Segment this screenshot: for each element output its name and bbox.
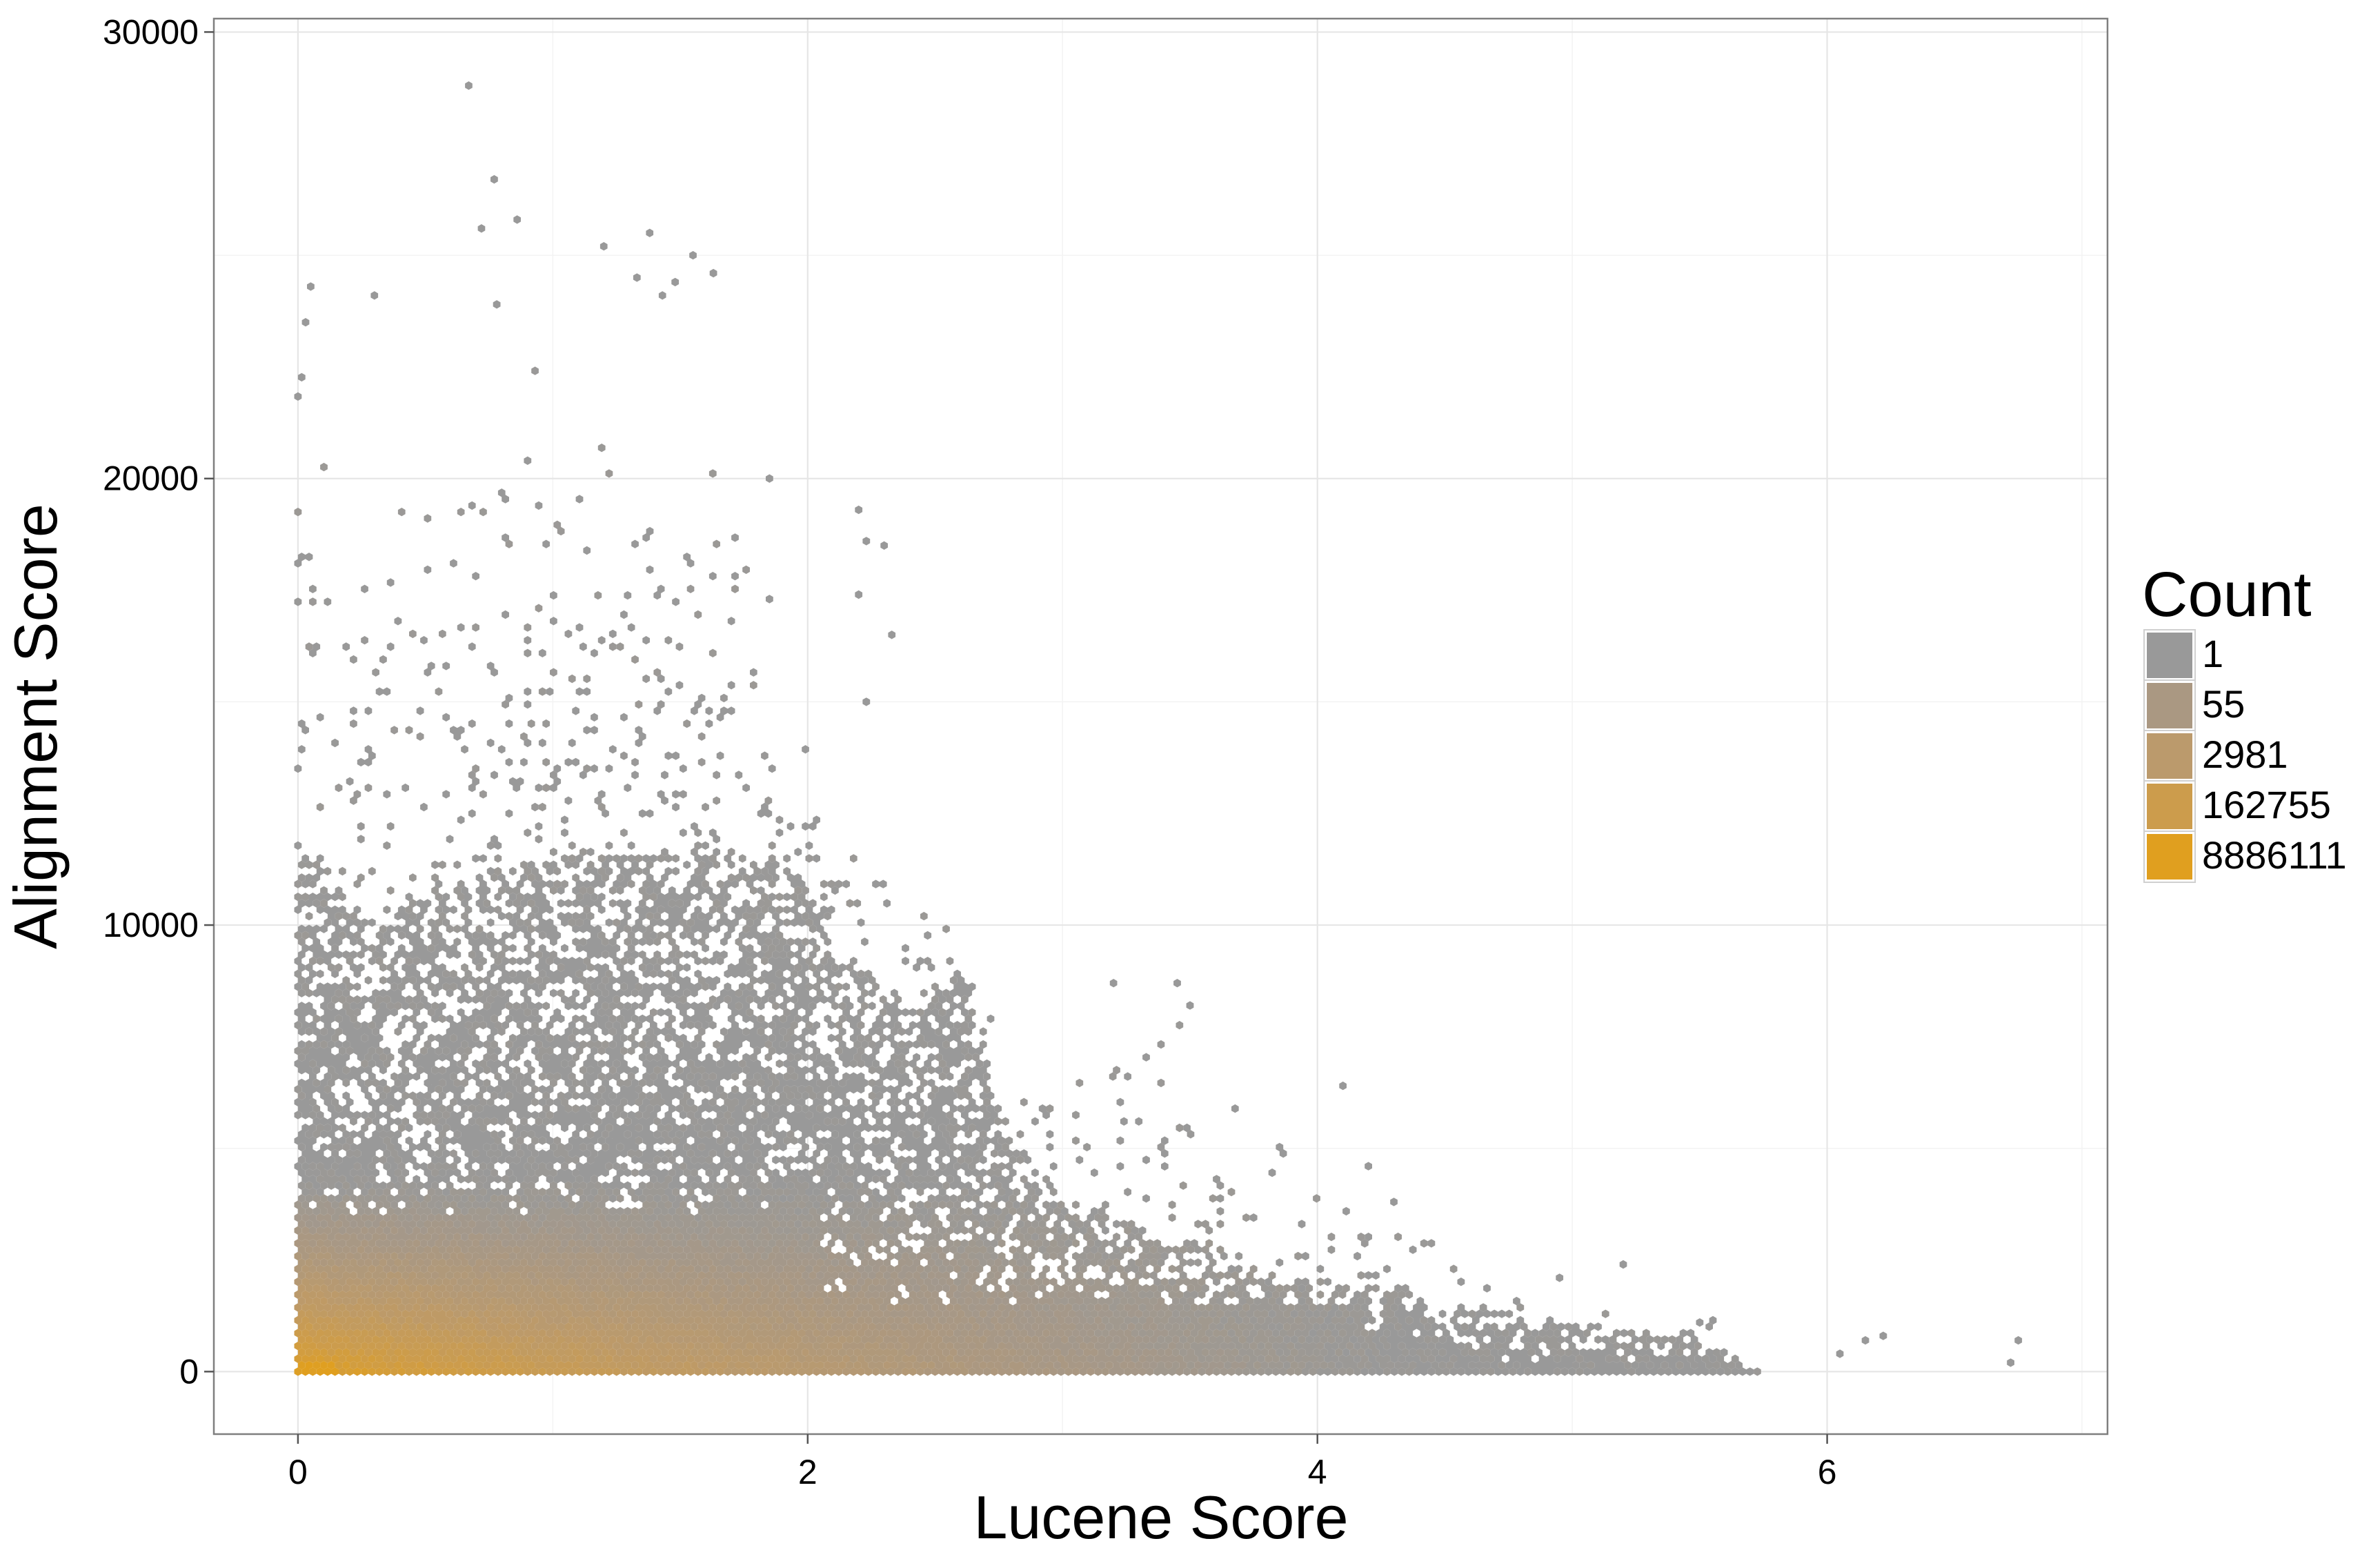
hex-bin-group [327, 1181, 1369, 1376]
hex-bin-group [420, 1367, 428, 1376]
hex-bin-group [316, 1354, 354, 1376]
hex-bin-group [297, 1335, 343, 1351]
hex-bin-group [486, 1367, 495, 1376]
hex-bin-group [335, 1360, 343, 1370]
hex-bin-group [294, 1284, 720, 1363]
plot-border [212, 17, 2109, 1435]
hex-bin-group [324, 1239, 1073, 1376]
hex-bin-group [346, 1354, 376, 1363]
hex-bin-group [294, 1296, 724, 1376]
hex-bin-group [294, 81, 2023, 1376]
legend-key [2144, 781, 2195, 832]
legend: Count 1 55 2981 162755 8886111 [2142, 559, 2347, 883]
x-axis-title: Lucene Score [973, 1483, 1348, 1547]
legend-key-border [2143, 831, 2196, 883]
x-axis-ticks: 0 2 4 6 [288, 1434, 1837, 1491]
hex-bin-group [297, 1296, 680, 1363]
legend-key [2144, 731, 2195, 782]
hex-bin-group [394, 1348, 402, 1357]
hex-bin-group [309, 1367, 317, 1376]
y-tick-label: 30000 [103, 12, 199, 51]
x-tick-label: 0 [288, 1453, 308, 1491]
hex-bin-group [301, 1342, 309, 1351]
hex-bin-group [383, 1329, 562, 1376]
hex-bin-group [401, 1258, 920, 1376]
hex-bin-group [401, 1360, 439, 1370]
hex-bin-group [364, 1348, 373, 1357]
hex-bin-group [379, 1348, 468, 1370]
hex-bin-group [320, 1284, 773, 1370]
hex-bin-group [301, 1354, 339, 1363]
hex-bin-group [372, 1335, 379, 1344]
hex-bin-group [561, 1354, 617, 1370]
hex-bin-group [335, 1348, 357, 1370]
legend-label: 162755 [2202, 783, 2331, 826]
hex-bin-group [413, 1367, 421, 1376]
hex-bin-group [320, 1360, 328, 1370]
x-tick-label: 6 [1818, 1453, 1837, 1491]
hex-bin-group [297, 1187, 1365, 1370]
hex-bin-group [368, 1367, 376, 1376]
y-axis-title: Alignment Score [1, 504, 70, 949]
hex-bin-group [313, 1348, 321, 1357]
hex-bin-group [316, 1264, 917, 1363]
hex-bin-group [361, 1367, 368, 1376]
hex-bin-group [353, 1329, 361, 1338]
hex-bin-group [357, 1348, 379, 1370]
hex-bin-group [331, 1290, 768, 1376]
y-tick-label: 0 [179, 1352, 199, 1391]
hex-bin-group [297, 1232, 1080, 1376]
legend-label: 1 [2202, 632, 2223, 675]
hex-bin-group [353, 1367, 361, 1376]
legend-key [2144, 831, 2195, 882]
hex-bin-group [479, 1329, 613, 1363]
x-tick-label: 2 [798, 1453, 817, 1491]
hex-bin-group [327, 1360, 335, 1370]
hex-bin-group [309, 1329, 491, 1370]
hex-bin-group [538, 1342, 546, 1351]
hex-bin-group [331, 1187, 1343, 1376]
legend-keys: 1 55 2981 162755 8886111 [2143, 629, 2347, 883]
hex-bin-group [375, 1342, 424, 1357]
hex-bin-group [301, 1226, 1002, 1363]
y-axis-ticks: 0 10000 20000 30000 [103, 12, 214, 1391]
hex-bin-group [294, 1251, 969, 1376]
hex-bin-group [597, 1367, 606, 1376]
y-tick-label: 20000 [103, 459, 199, 498]
hex-bin-group [783, 1360, 802, 1376]
hex-bin-group [368, 1264, 850, 1376]
hex-bins [294, 81, 2023, 1376]
legend-key [2144, 630, 2195, 681]
legend-label: 2981 [2202, 733, 2288, 776]
x-tick-label: 4 [1308, 1453, 1327, 1491]
y-tick-label: 10000 [103, 906, 199, 944]
hex-bin-group [353, 1354, 361, 1363]
hex-bin-group [383, 1367, 391, 1376]
legend-label: 55 [2202, 682, 2245, 726]
hex-bin-group [297, 1360, 321, 1370]
hex-bin-group [320, 1245, 987, 1376]
hex-bin-group [375, 1367, 384, 1376]
hex-bin-group [339, 1354, 346, 1363]
legend-key [2144, 680, 2195, 731]
hex-bin-group [313, 1271, 846, 1376]
hex-bin-group [294, 1367, 302, 1376]
hex-bin-group [572, 1296, 891, 1370]
legend-title: Count [2142, 559, 2312, 630]
hex-bin-group [331, 1329, 535, 1370]
hex-bin-group [301, 1360, 339, 1376]
legend-label: 8886111 [2202, 833, 2347, 877]
hex-bin-group [342, 1360, 350, 1370]
hex-bin-group [386, 1315, 602, 1370]
